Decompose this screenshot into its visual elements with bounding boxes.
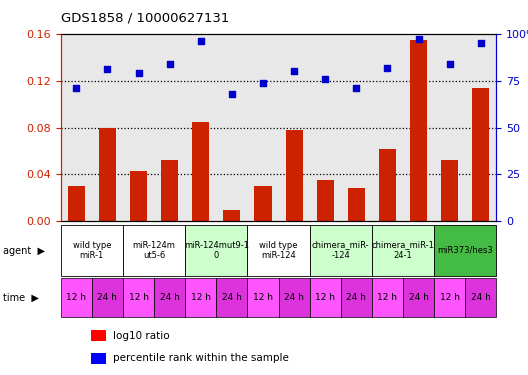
Bar	[91, 330, 107, 341]
Point	[446, 61, 454, 67]
Bar	[309, 278, 341, 317]
Text: 24 h: 24 h	[284, 292, 304, 302]
Point	[414, 36, 423, 42]
Bar	[68, 186, 85, 221]
Bar	[99, 128, 116, 221]
Bar	[123, 225, 185, 276]
Text: GDS1858 / 10000627131: GDS1858 / 10000627131	[61, 11, 229, 24]
Bar	[309, 225, 372, 276]
Bar	[192, 122, 209, 221]
Bar	[372, 225, 434, 276]
Bar	[185, 278, 216, 317]
Bar	[216, 278, 248, 317]
Point	[103, 66, 111, 72]
Text: miR-124m
ut5-6: miR-124m ut5-6	[133, 241, 175, 260]
Point	[383, 64, 392, 70]
Bar	[223, 210, 240, 221]
Bar	[341, 278, 372, 317]
Bar	[91, 352, 107, 364]
Text: 12 h: 12 h	[67, 292, 86, 302]
Text: wild type
miR-1: wild type miR-1	[72, 241, 111, 260]
Bar	[379, 148, 396, 221]
Text: time  ▶: time ▶	[3, 292, 39, 302]
Text: 24 h: 24 h	[98, 292, 117, 302]
Bar	[441, 160, 458, 221]
Bar	[434, 225, 496, 276]
Bar	[372, 278, 403, 317]
Bar	[61, 278, 92, 317]
Bar	[248, 278, 279, 317]
Point	[72, 85, 80, 91]
Point	[228, 91, 236, 97]
Text: 24 h: 24 h	[222, 292, 242, 302]
Bar	[286, 130, 303, 221]
Text: miR-124mut9-1
0: miR-124mut9-1 0	[184, 241, 249, 260]
Text: log10 ratio: log10 ratio	[113, 331, 169, 340]
Text: 24 h: 24 h	[471, 292, 491, 302]
Text: 12 h: 12 h	[128, 292, 148, 302]
Point	[196, 38, 205, 44]
Point	[477, 40, 485, 46]
Text: 12 h: 12 h	[440, 292, 460, 302]
Point	[165, 61, 174, 67]
Bar	[465, 278, 496, 317]
Bar	[434, 278, 465, 317]
Text: 24 h: 24 h	[346, 292, 366, 302]
Text: 12 h: 12 h	[253, 292, 273, 302]
Text: chimera_miR-
-124: chimera_miR- -124	[312, 241, 370, 260]
Bar	[403, 278, 434, 317]
Text: agent  ▶: agent ▶	[3, 246, 45, 255]
Text: miR373/hes3: miR373/hes3	[437, 246, 493, 255]
Point	[352, 85, 361, 91]
Bar	[61, 225, 123, 276]
Bar	[154, 278, 185, 317]
Text: 12 h: 12 h	[315, 292, 335, 302]
Point	[259, 80, 267, 86]
Bar	[185, 225, 248, 276]
Text: 12 h: 12 h	[378, 292, 398, 302]
Text: 24 h: 24 h	[159, 292, 180, 302]
Point	[290, 68, 298, 74]
Text: percentile rank within the sample: percentile rank within the sample	[113, 353, 289, 363]
Point	[321, 76, 329, 82]
Text: 12 h: 12 h	[191, 292, 211, 302]
Text: chimera_miR-1
24-1: chimera_miR-1 24-1	[372, 241, 435, 260]
Bar	[254, 186, 271, 221]
Text: 24 h: 24 h	[409, 292, 428, 302]
Bar	[123, 278, 154, 317]
Bar	[410, 40, 427, 221]
Text: wild type
miR-124: wild type miR-124	[259, 241, 298, 260]
Point	[134, 70, 143, 76]
Bar	[130, 171, 147, 221]
Bar	[248, 225, 309, 276]
Bar	[317, 180, 334, 221]
Bar	[472, 88, 489, 221]
Bar	[279, 278, 309, 317]
Bar	[348, 188, 365, 221]
Bar	[92, 278, 123, 317]
Bar	[161, 160, 178, 221]
